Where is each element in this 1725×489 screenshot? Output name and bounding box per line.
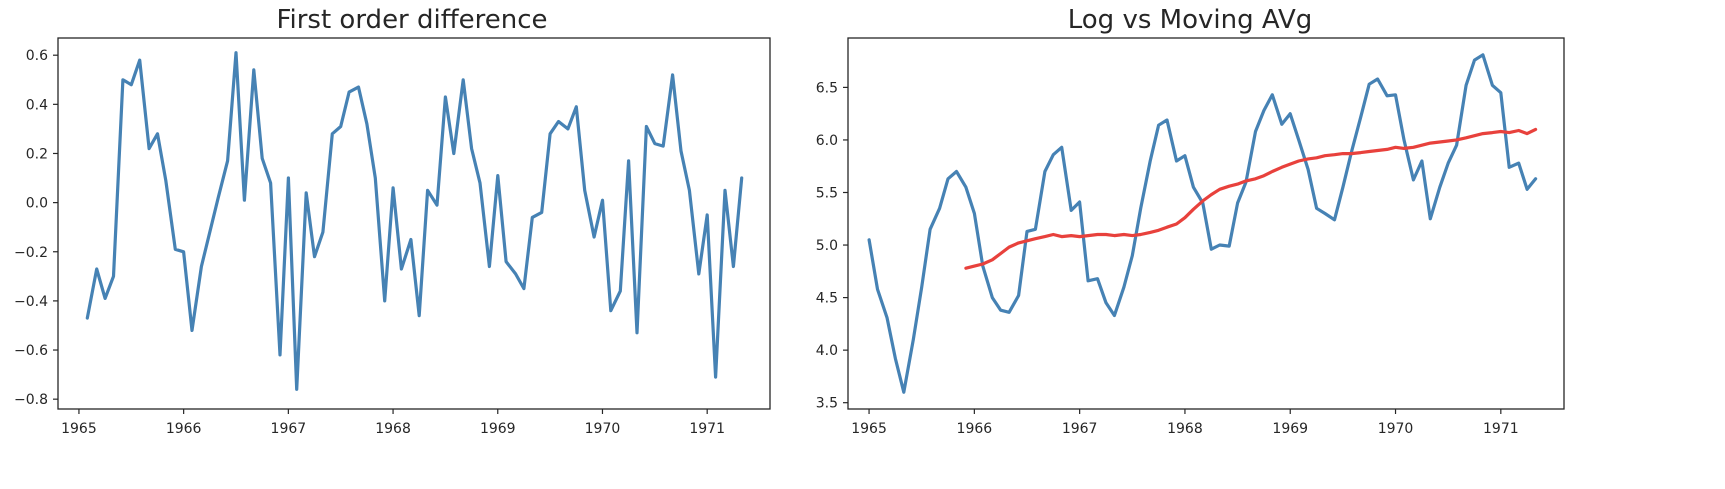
chart-left-series-0-line	[85, 51, 744, 391]
chart-left-y-tick-label: 0.2	[26, 146, 48, 162]
chart-right: Log vs Moving AVg 1965 1966 1967 1968 1969 19…	[816, 5, 1565, 437]
chart-right-y-tick-label: 3.5	[816, 396, 838, 412]
chart-left-x-tick-label: 1965	[61, 421, 97, 437]
chart-right-title: Log vs Moving AVg	[1068, 5, 1313, 35]
chart-left-x-tick-label: 1968	[375, 421, 411, 437]
chart-left-y-tick-label: −0.4	[14, 294, 48, 310]
chart-left-y-tick-label: −0.2	[14, 245, 48, 261]
chart-right-y-tick-label: 5.5	[816, 185, 838, 201]
chart-left-x-tick-label: 1966	[166, 421, 202, 437]
chart-right-x-tick-label: 1967	[1062, 421, 1098, 437]
chart-right-x-tick-label: 1971	[1483, 421, 1519, 437]
chart-left-y-tick-label: 0.0	[26, 196, 48, 212]
chart-left-plot-frame	[57, 37, 771, 410]
chart-right-series-0-line	[867, 53, 1538, 394]
chart-right-x-tick-label: 1970	[1378, 421, 1414, 437]
chart-left-x-tick-label: 1970	[585, 421, 621, 437]
chart-right-y-tick-label: 6.5	[816, 80, 838, 96]
chart-right-x-tick-label: 1969	[1272, 421, 1308, 437]
chart-left-x-tick-label: 1971	[689, 421, 725, 437]
chart-left: First order difference 1965 1966 1967 1968 1…	[14, 5, 771, 437]
chart-right-y-tick-label: 6.0	[816, 133, 838, 149]
chart-left-title: First order difference	[276, 5, 547, 35]
chart-right-series-1-line	[964, 127, 1538, 270]
chart-left-y-tick-label: −0.6	[14, 343, 48, 359]
chart-right-x-tick-label: 1966	[957, 421, 993, 437]
chart-right-y-tick-label: 4.0	[816, 343, 838, 359]
chart-left-x-tick-label: 1967	[271, 421, 307, 437]
chart-left-y-tick-label: 0.4	[26, 97, 48, 113]
chart-left-y-tick-label: 0.6	[26, 48, 48, 64]
chart-right-y-tick-label: 5.0	[816, 238, 838, 254]
chart-right-plot-frame	[847, 37, 1565, 410]
chart-left-y-tick-label: −0.8	[14, 392, 48, 408]
chart-right-x-axis: 1965 1966 1967 1968 1969 1970 1971	[851, 409, 1519, 437]
chart-left-y-axis: 0.6 0.4 0.2 0.0 −0.2 −0.4 −0.6 −0.8	[14, 48, 58, 408]
chart-right-y-tick-label: 4.5	[816, 291, 838, 307]
chart-right-series	[867, 53, 1538, 394]
chart-right-x-tick-label: 1965	[851, 421, 887, 437]
chart-left-x-tick-label: 1969	[480, 421, 516, 437]
chart-left-x-axis: 1965 1966 1967 1968 1969 1970 1971	[61, 409, 725, 437]
chart-right-x-tick-label: 1968	[1167, 421, 1203, 437]
chart-right-y-axis: 6.5 6.0 5.5 5.0 4.5 4.0 3.5	[816, 80, 848, 412]
chart-left-series	[85, 51, 744, 391]
